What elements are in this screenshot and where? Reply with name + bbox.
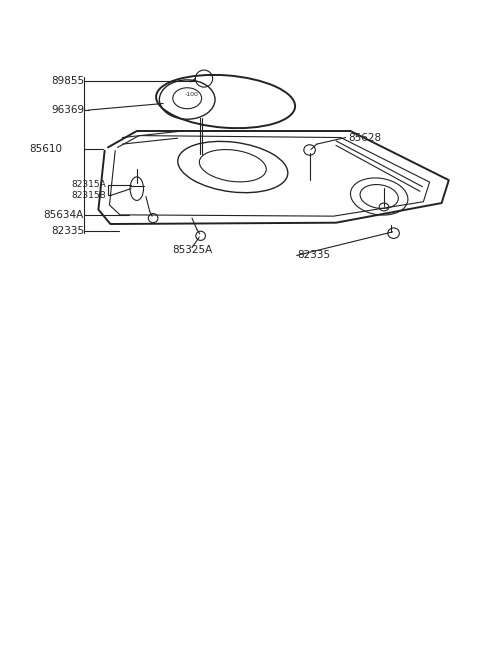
Text: 82315B: 82315B bbox=[72, 191, 107, 200]
Text: 85610: 85610 bbox=[29, 144, 62, 155]
Text: 89855: 89855 bbox=[51, 75, 84, 86]
Text: 96369: 96369 bbox=[51, 105, 84, 115]
Text: -100: -100 bbox=[185, 92, 199, 98]
Text: 82335: 82335 bbox=[51, 225, 84, 236]
Text: 85634A: 85634A bbox=[44, 210, 84, 220]
Text: 85325A: 85325A bbox=[172, 245, 212, 255]
Text: 82335: 82335 bbox=[298, 250, 331, 261]
Text: 82315A: 82315A bbox=[72, 180, 107, 189]
Text: 85628: 85628 bbox=[348, 132, 381, 143]
